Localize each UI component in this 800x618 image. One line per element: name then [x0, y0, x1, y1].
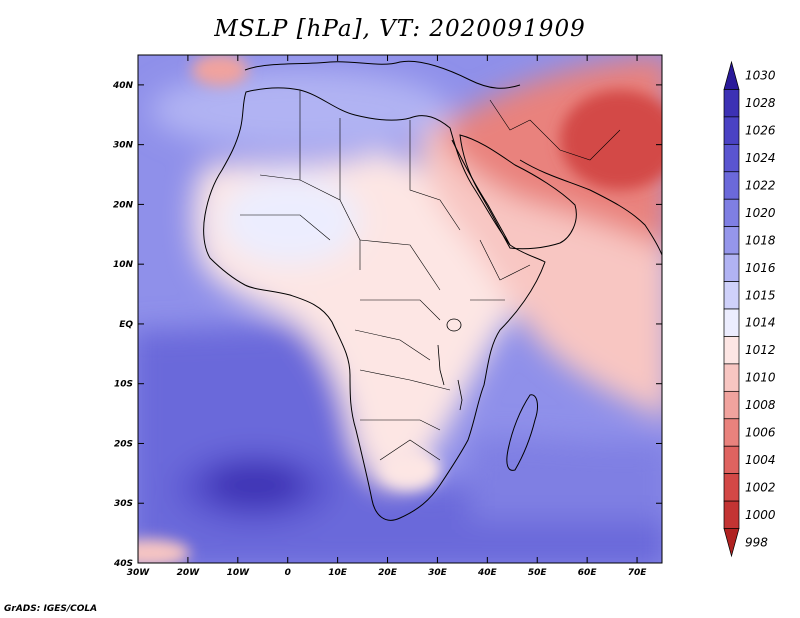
colorbar-swatch — [723, 143, 740, 173]
border-line — [240, 214, 331, 241]
x-tick-label: 60E — [578, 568, 598, 578]
colorbar-label: 1015 — [745, 288, 776, 302]
chart-title: MSLP [hPa], VT: 2020091909 — [214, 16, 586, 42]
colorbar-swatch — [723, 528, 740, 558]
border-line — [360, 299, 441, 321]
border-line — [360, 419, 441, 431]
y-tick-label: 30N — [113, 141, 134, 151]
colorbar-label: 1004 — [745, 453, 776, 467]
europe-coastline — [244, 60, 521, 89]
colorbar-swatch — [723, 198, 740, 228]
y-tick-label: 40S — [113, 559, 133, 569]
x-tick-label: 20W — [177, 568, 201, 578]
colorbar-label: 1016 — [745, 261, 776, 275]
lake-malawi — [457, 379, 463, 411]
colorbar-swatch — [723, 363, 740, 392]
border-line — [359, 239, 441, 291]
colorbar: 1030 1028 1026 1024 1022 1020 1018 1016 1015 1014… — [723, 60, 776, 558]
y-tick-label: 30S — [114, 499, 133, 509]
colorbar-swatch — [723, 418, 740, 447]
country-borders — [240, 90, 621, 461]
colorbar-label: 1022 — [745, 179, 776, 193]
colorbar-swatch — [723, 171, 740, 200]
y-tick-label: 20S — [114, 439, 133, 449]
colorbar-label: 1002 — [745, 480, 776, 494]
colorbar-swatch — [723, 390, 740, 420]
colorbar-label: 1030 — [745, 69, 776, 83]
south-indian-high-region — [470, 437, 662, 520]
iran-india-coastline — [519, 159, 663, 256]
border-line — [479, 239, 531, 281]
colorbar-label: 1018 — [745, 233, 776, 247]
lake-tanganyika — [437, 344, 445, 386]
border-line — [489, 99, 531, 131]
coastlines — [203, 60, 663, 521]
lake-victoria — [446, 318, 462, 332]
colorbar-label: 1006 — [745, 426, 776, 440]
cape-low — [138, 539, 190, 563]
x-tick-label: 40E — [477, 568, 498, 578]
colorbar-label: 1000 — [745, 508, 776, 522]
colorbar-swatch — [723, 500, 740, 529]
colorbar-label: 1014 — [745, 316, 776, 330]
colorbar-swatch — [723, 445, 740, 475]
colorbar-label: 1010 — [745, 371, 776, 385]
x-tick-label: 70E — [628, 568, 648, 578]
y-tick-label: 20N — [113, 200, 134, 210]
border-line — [409, 120, 461, 231]
axis-ticks: 30W 20W 10W 0 10E 20E 30E 40E 50E 60E 70E 40N 30N 20N… — [112, 55, 662, 578]
colorbar-swatch — [723, 308, 740, 337]
y-tick-label: EQ — [119, 320, 133, 330]
mediterranean-low — [192, 55, 248, 86]
sahara-pale-region — [220, 175, 360, 265]
border-line — [259, 174, 301, 181]
colorbar-label: 1020 — [745, 206, 776, 220]
x-tick-label: 0 — [285, 568, 291, 578]
map-frame — [137, 54, 663, 564]
colorbar-swatch — [723, 281, 740, 310]
colorbar-swatch — [723, 60, 740, 90]
arabian-peninsula — [459, 134, 577, 250]
red-sea-coastline — [451, 139, 511, 246]
pressure-field — [138, 55, 662, 563]
iran-low-core — [560, 90, 662, 190]
colorbar-label: 1012 — [745, 343, 776, 357]
x-tick-label: 30E — [428, 568, 448, 578]
south-africa-low — [380, 450, 440, 490]
x-tick-label: 30W — [127, 568, 151, 578]
africa-coastline — [203, 87, 546, 521]
colorbar-swatch — [723, 473, 740, 502]
colorbar-label: 1028 — [745, 96, 776, 110]
border-line — [529, 119, 621, 161]
colorbar-swatch — [723, 116, 740, 145]
colorbar-label: 998 — [745, 535, 768, 549]
madagascar-coastline — [506, 394, 538, 471]
y-tick-label: 10N — [113, 260, 134, 270]
colorbar-label: 1008 — [745, 398, 776, 412]
colorbar-swatch — [723, 253, 740, 282]
lakes — [437, 318, 463, 411]
colorbar-swatch — [723, 226, 740, 255]
x-tick-label: 10W — [227, 568, 251, 578]
x-tick-label: 50E — [528, 568, 548, 578]
colorbar-label: 1026 — [745, 124, 776, 138]
colorbar-label: 1024 — [745, 151, 776, 165]
border-line — [359, 369, 451, 391]
border-line — [379, 439, 441, 461]
colorbar-swatch — [723, 336, 740, 365]
atlantic-high-inner — [205, 463, 305, 507]
x-tick-label: 10E — [328, 568, 348, 578]
x-tick-label: 20E — [378, 568, 398, 578]
y-tick-label: 10S — [114, 380, 133, 390]
border-line — [354, 329, 431, 361]
colorbar-swatch — [723, 89, 740, 118]
grads-credit: GrADS: IGES/COLA — [4, 604, 98, 614]
y-tick-label: 40N — [112, 81, 134, 91]
